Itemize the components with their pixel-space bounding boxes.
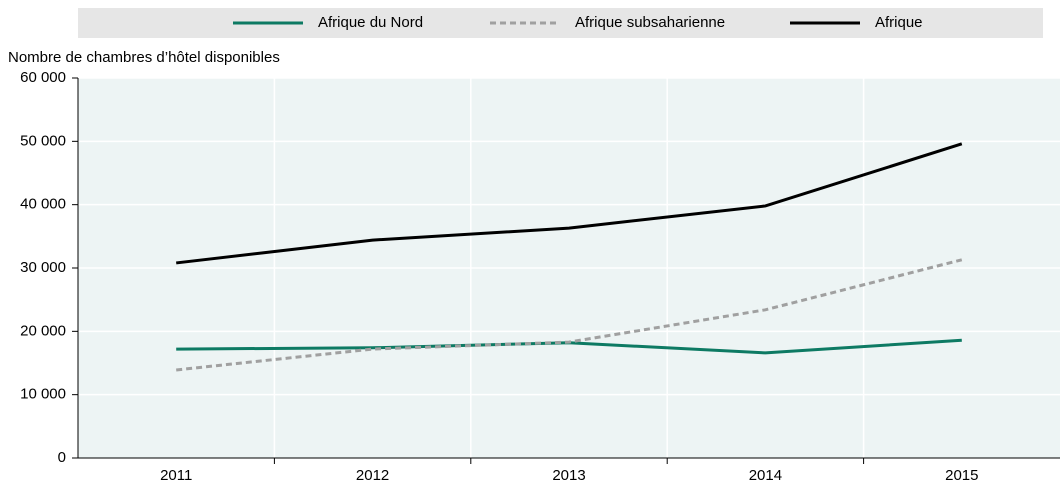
x-tick-label: 2015 <box>945 467 978 484</box>
x-tick-label: 2013 <box>552 467 585 484</box>
x-tick-label: 2014 <box>749 467 782 484</box>
y-tick-label: 20 000 <box>20 322 66 339</box>
y-tick-label: 60 000 <box>20 69 66 86</box>
series-line <box>176 258 963 372</box>
y-tick-label: 10 000 <box>20 386 66 403</box>
y-tick-label: 30 000 <box>20 259 66 276</box>
y-axis-label: Nombre de chambres d’hôtel disponibles <box>8 49 280 66</box>
y-tick-label: 50 000 <box>20 132 66 149</box>
series-line <box>176 142 963 265</box>
y-tick-label: 40 000 <box>20 196 66 213</box>
legend-label: Afrique subsaharienne <box>575 14 725 31</box>
legend-label: Afrique <box>875 14 923 31</box>
x-tick-label: 2012 <box>356 467 389 484</box>
x-tick-label: 2011 <box>160 467 192 484</box>
legend-label: Afrique du Nord <box>318 14 423 31</box>
y-tick-label: 0 <box>58 449 66 466</box>
